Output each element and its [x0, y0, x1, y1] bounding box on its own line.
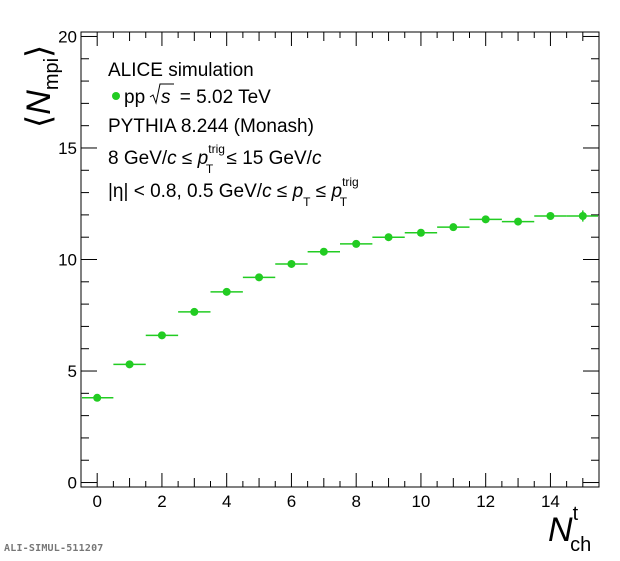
legend: ALICE simulation pp s = 5.02 TeV PYTHIA … [108, 60, 359, 209]
legend-marker [112, 92, 120, 100]
annotation-title: ALICE simulation [108, 60, 254, 81]
data-point [93, 393, 102, 402]
data-point [546, 212, 555, 221]
data-point [157, 331, 166, 340]
data-point [287, 259, 296, 268]
x-tick-label: 4 [222, 492, 231, 511]
x-tick-label: 8 [351, 492, 360, 511]
axis-ticks [80, 32, 600, 487]
data-point [449, 223, 458, 232]
generator-label: PYTHIA 8.244 (Monash) [108, 116, 314, 137]
data-series [82, 210, 598, 402]
trigger-range-label: 8 GeV/c ≤ ptrig T ≤ 15 GeV/c [108, 142, 322, 176]
data-point [416, 228, 425, 237]
sqrt-symbol [149, 83, 174, 105]
svg-text:⟨Nmpi⟩: ⟨Nmpi⟩ [20, 45, 63, 128]
data-point [255, 273, 264, 282]
x-tick-label: 2 [157, 492, 166, 511]
x-tick-label: 6 [287, 492, 296, 511]
energy-label: s = 5.02 TeV [161, 87, 271, 108]
x-tick-label: 0 [92, 492, 101, 511]
data-point [352, 239, 361, 248]
x-tick-label: 10 [411, 492, 430, 511]
data-point [481, 215, 490, 224]
y-tick-label: 20 [58, 27, 77, 46]
plot-frame [80, 31, 600, 488]
y-tick-label: 0 [68, 474, 77, 493]
data-point [578, 212, 587, 221]
y-axis-title: ⟨Nmpi⟩ [20, 45, 63, 128]
x-tick-label: 12 [476, 492, 495, 511]
kinematic-cuts-label: |η| < 0.8, 0.5 GeV/c ≤ pT ≤ ptrig T [108, 175, 359, 209]
y-tick-label: 15 [58, 139, 77, 158]
data-point [319, 247, 328, 256]
data-point [190, 307, 199, 316]
x-tick-labels: 0 2 4 6 8 10 12 14 [92, 492, 559, 511]
figure-id: ALI-SIMUL-511207 [4, 543, 104, 554]
legend-label: pp [124, 87, 145, 108]
data-point [514, 217, 523, 226]
y-tick-label: 5 [68, 362, 77, 381]
y-tick-labels: 0 5 10 15 20 [58, 27, 77, 492]
y-tick-label: 10 [58, 251, 77, 270]
x-tick-label: 14 [541, 492, 560, 511]
data-point [222, 287, 231, 296]
data-point [384, 233, 393, 242]
data-point [125, 360, 134, 369]
x-axis-title: Nt ch [548, 503, 591, 556]
